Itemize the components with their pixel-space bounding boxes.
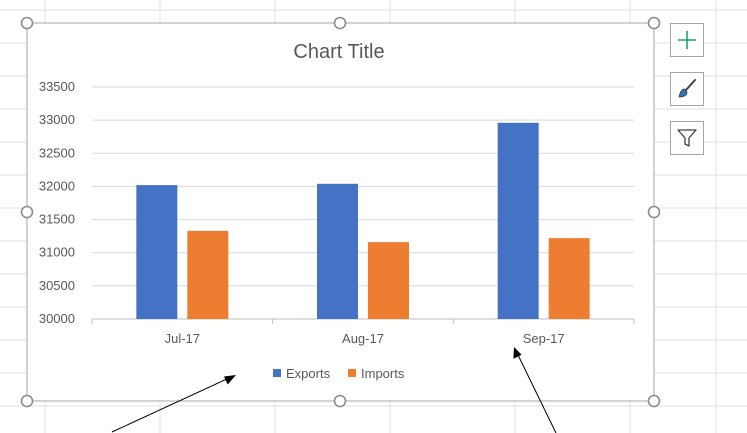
y-tick-label: 33000 — [39, 112, 75, 127]
x-tick-label: Jul-17 — [165, 331, 200, 346]
y-axis-tick-labels: 30000 30500 31000 31500 32000 32500 33000 33500 — [39, 79, 75, 326]
legend-entry[interactable]: Exports — [286, 366, 331, 381]
bar-imports-jul-17[interactable] — [187, 230, 229, 319]
bar-imports-aug-17[interactable] — [368, 242, 409, 319]
plus-icon — [678, 31, 696, 49]
resize-handle[interactable] — [333, 16, 347, 30]
arrow-line-right — [517, 354, 557, 433]
gridlines — [91, 86, 635, 324]
y-tick-label: 32000 — [39, 178, 75, 193]
bar-exports-aug-17[interactable] — [317, 183, 358, 319]
arrow-head-right — [513, 347, 522, 359]
chart-filters-button[interactable] — [670, 121, 704, 155]
chart-styles-button[interactable] — [670, 72, 704, 106]
x-tick-label: Sep-17 — [523, 331, 565, 346]
y-tick-label: 30000 — [39, 311, 75, 326]
resize-handle[interactable] — [647, 205, 661, 219]
legend-entry[interactable]: Imports — [361, 366, 405, 381]
chart-title[interactable]: Chart Title — [293, 41, 384, 63]
funnel-icon — [677, 129, 697, 147]
paintbrush-icon — [678, 79, 696, 98]
resize-handle[interactable] — [20, 205, 34, 219]
resize-handle[interactable] — [647, 16, 661, 30]
resize-handle[interactable] — [333, 394, 347, 408]
bar-exports-jul-17[interactable] — [136, 185, 178, 319]
legend-swatch — [348, 369, 356, 377]
y-tick-label: 32500 — [39, 145, 75, 160]
x-tick-label: Aug-17 — [342, 331, 384, 346]
resize-handle[interactable] — [20, 394, 34, 408]
arrow-line-left — [111, 377, 230, 433]
selection-handles[interactable] — [20, 16, 661, 408]
chart-elements-button[interactable] — [670, 23, 704, 57]
annotation-arrows — [111, 347, 557, 433]
legend-swatch — [273, 369, 281, 377]
y-tick-label: 31500 — [39, 212, 75, 227]
plot-area[interactable] — [136, 122, 590, 320]
bar-imports-sep-17[interactable] — [548, 238, 590, 319]
legend[interactable]: Exports Imports — [273, 366, 405, 381]
arrow-head-left — [224, 375, 236, 385]
resize-handle[interactable] — [647, 394, 661, 408]
bar-exports-sep-17[interactable] — [497, 122, 539, 320]
y-tick-label: 33500 — [39, 79, 75, 94]
y-tick-label: 31000 — [39, 245, 75, 260]
x-axis-tick-labels: Jul-17 Aug-17 Sep-17 — [165, 331, 565, 346]
y-tick-label: 30500 — [39, 278, 75, 293]
resize-handle[interactable] — [20, 16, 34, 30]
